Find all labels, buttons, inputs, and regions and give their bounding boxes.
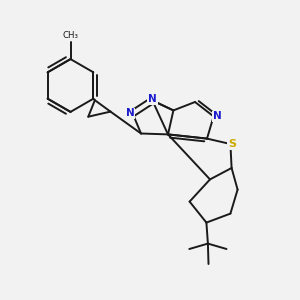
Text: S: S: [228, 139, 236, 149]
Text: CH₃: CH₃: [62, 31, 79, 40]
Text: N: N: [213, 111, 222, 122]
Text: N: N: [126, 108, 135, 118]
Text: N: N: [148, 94, 157, 104]
